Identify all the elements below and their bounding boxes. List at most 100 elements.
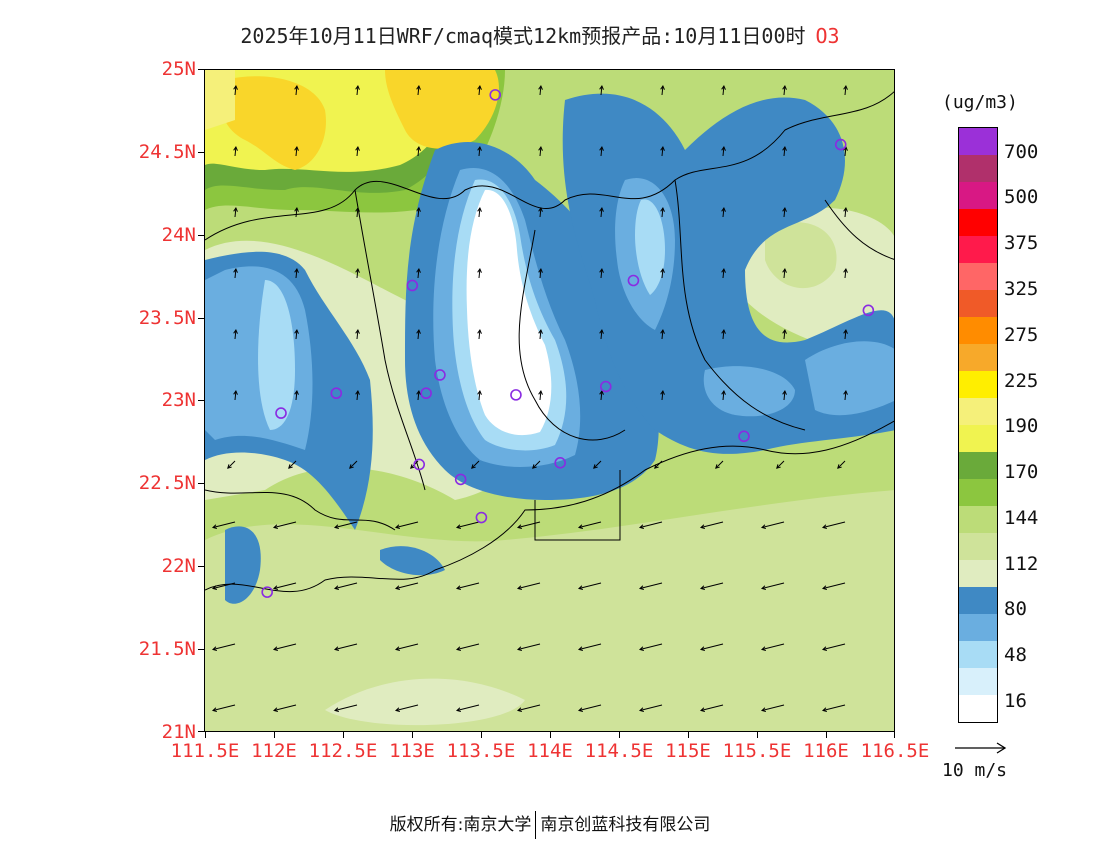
copyright-left: 版权所有:南京大学 bbox=[389, 815, 532, 835]
wind-arrowhead bbox=[782, 206, 787, 212]
wind-arrowhead bbox=[471, 464, 476, 469]
wind-arrowhead bbox=[660, 389, 665, 395]
colorbar-label: 80 bbox=[1004, 598, 1027, 620]
wind-vector bbox=[661, 268, 664, 279]
lon-label: 116.5E bbox=[860, 740, 930, 762]
map-canvas bbox=[205, 70, 894, 731]
wind-arrowhead bbox=[416, 145, 421, 151]
copyright-footer: 版权所有:南京大学 南京创蓝科技有限公司 bbox=[0, 810, 1100, 839]
wind-vector bbox=[593, 460, 602, 469]
wind-arrowhead bbox=[455, 707, 461, 712]
wind-arrowhead bbox=[721, 389, 726, 395]
wind-vectors bbox=[211, 84, 848, 712]
wind-vector bbox=[822, 643, 846, 650]
lat-label: 21N bbox=[161, 721, 196, 743]
wind-vector bbox=[776, 460, 785, 469]
wind-vector bbox=[844, 207, 847, 218]
wind-arrowhead bbox=[211, 707, 217, 712]
wind-arrowhead bbox=[416, 389, 421, 395]
colorbar-band bbox=[959, 614, 997, 641]
wind-vector bbox=[539, 390, 542, 401]
colorbar-band bbox=[959, 236, 997, 263]
wind-reference-arrow-icon bbox=[955, 742, 1007, 754]
colorbar-label: 325 bbox=[1004, 278, 1039, 300]
colorbar-label: 112 bbox=[1004, 553, 1039, 575]
wind-arrowhead bbox=[416, 206, 421, 212]
wind-arrowhead bbox=[821, 585, 827, 590]
wind-arrowhead bbox=[211, 524, 217, 529]
wind-vector bbox=[844, 390, 847, 401]
station-marker bbox=[627, 274, 640, 287]
wind-vector bbox=[578, 704, 602, 711]
wind-arrowhead bbox=[760, 524, 766, 529]
wind-arrowhead bbox=[760, 585, 766, 590]
station-marker bbox=[489, 89, 502, 101]
colorbar-band bbox=[959, 587, 997, 614]
wind-arrowhead bbox=[782, 84, 787, 90]
wind-vector bbox=[783, 85, 786, 96]
lat-label: 23N bbox=[161, 389, 196, 411]
wind-vector bbox=[478, 146, 481, 157]
wind-arrowhead bbox=[455, 646, 461, 651]
wind-arrowhead bbox=[660, 328, 665, 334]
wind-vector bbox=[273, 582, 297, 589]
colorbar-band bbox=[959, 425, 997, 452]
wind-vector bbox=[722, 85, 725, 96]
wind-vector bbox=[532, 460, 541, 469]
lat-label: 22N bbox=[161, 555, 196, 577]
wind-arrowhead bbox=[233, 267, 238, 273]
colorbar-band bbox=[959, 479, 997, 506]
wind-vector bbox=[456, 704, 480, 711]
wind-arrowhead bbox=[477, 206, 482, 212]
wind-vector bbox=[517, 704, 541, 711]
wind-arrowhead bbox=[593, 464, 598, 469]
wind-arrowhead bbox=[333, 646, 339, 651]
map-title: 2025年10月11日WRF/cmaq模式12km预报产品:10月11日00时 O… bbox=[0, 20, 1080, 49]
wind-arrowhead bbox=[843, 389, 848, 395]
wind-vector bbox=[356, 390, 359, 401]
wind-arrowhead bbox=[294, 145, 299, 151]
colorbar-band bbox=[959, 506, 997, 533]
wind-vector bbox=[417, 207, 420, 218]
wind-arrowhead bbox=[294, 84, 299, 90]
station-marker bbox=[406, 279, 419, 292]
wind-vector bbox=[639, 704, 663, 711]
wind-arrowhead bbox=[211, 646, 217, 651]
wind-vector bbox=[273, 704, 297, 711]
wind-arrowhead bbox=[477, 84, 482, 90]
wind-arrowhead bbox=[477, 328, 482, 334]
wind-arrowhead bbox=[272, 585, 278, 590]
wind-arrowhead bbox=[455, 524, 461, 529]
wind-vector bbox=[295, 268, 298, 279]
wind-vector bbox=[295, 390, 298, 401]
wind-vector bbox=[417, 268, 420, 279]
colorbar-unit: (ug/m3) bbox=[942, 92, 1018, 113]
wind-arrowhead bbox=[394, 585, 400, 590]
wind-vector bbox=[417, 146, 420, 157]
wind-vector bbox=[456, 521, 480, 528]
wind-arrowhead bbox=[355, 389, 360, 395]
wind-arrowhead bbox=[294, 328, 299, 334]
wind-arrowhead bbox=[516, 707, 522, 712]
wind-vector bbox=[822, 582, 846, 589]
wind-vector bbox=[822, 704, 846, 711]
colorbar-label: 144 bbox=[1004, 507, 1039, 529]
wind-vector bbox=[295, 207, 298, 218]
wind-arrowhead bbox=[660, 145, 665, 151]
wind-arrowhead bbox=[272, 524, 278, 529]
station-marker bbox=[275, 407, 287, 419]
wind-arrowhead bbox=[782, 145, 787, 151]
wind-arrowhead bbox=[455, 585, 461, 590]
wind-vector bbox=[600, 207, 603, 218]
wind-arrowhead bbox=[416, 328, 421, 334]
wind-vector bbox=[722, 390, 725, 401]
wind-arrowhead bbox=[638, 585, 644, 590]
colorbar-label: 48 bbox=[1004, 644, 1027, 666]
wind-vector bbox=[539, 146, 542, 157]
wind-vector bbox=[395, 582, 419, 589]
wind-vector bbox=[761, 704, 785, 711]
lat-label: 25N bbox=[161, 58, 196, 80]
wind-arrowhead bbox=[660, 206, 665, 212]
wind-vector bbox=[600, 268, 603, 279]
colorbar-label: 16 bbox=[1004, 690, 1027, 712]
